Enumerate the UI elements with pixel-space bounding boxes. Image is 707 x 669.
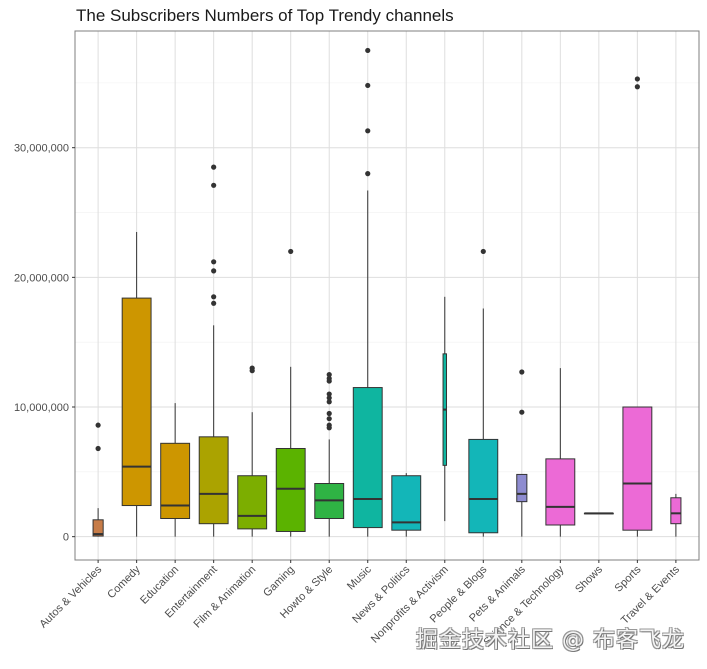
outlier-point — [634, 84, 640, 90]
outlier-point — [211, 268, 217, 274]
box-body — [275, 447, 306, 532]
x-tick-label: Sports — [613, 563, 644, 594]
box-science-technology — [545, 368, 576, 537]
outlier-point — [326, 371, 332, 378]
box-comedy — [121, 231, 152, 537]
box-people-blogs — [468, 248, 499, 537]
box-entertainment — [198, 164, 229, 537]
box-sports — [622, 76, 653, 537]
box-autos-vehicles — [92, 422, 104, 537]
box-body — [92, 519, 104, 537]
box-body — [391, 475, 422, 531]
watermark: 掘金技术社区 @ 布客飞龙 — [416, 628, 685, 653]
box-film-animation — [237, 365, 268, 537]
x-tick-label: Comedy — [105, 563, 143, 601]
outlier-point — [519, 409, 525, 415]
outlier-point — [326, 425, 332, 431]
x-tick-label: Gaming — [261, 564, 297, 600]
box-education — [160, 403, 191, 537]
x-tick-label: Autos & Vehicles — [37, 563, 104, 630]
y-tick-label: 10,000,000 — [14, 402, 69, 414]
box-body — [516, 473, 528, 503]
outlier-point — [365, 47, 371, 54]
outlier-point — [211, 259, 217, 265]
outlier-point — [211, 182, 217, 188]
box-body — [237, 475, 268, 530]
outlier-point — [365, 171, 371, 177]
outlier-point — [211, 300, 217, 306]
box-travel-events — [670, 493, 682, 537]
panel-border — [74, 30, 700, 561]
outlier-point — [365, 128, 371, 134]
outlier-point — [326, 410, 332, 417]
box-series — [92, 47, 682, 537]
box-body — [121, 297, 152, 507]
box-body — [352, 387, 383, 529]
outlier-point — [326, 395, 332, 401]
box-body — [670, 497, 682, 525]
box-body — [160, 442, 191, 520]
outlier-point — [326, 378, 332, 384]
box-shows — [583, 512, 614, 515]
box-body — [198, 436, 229, 525]
box-music — [352, 47, 383, 537]
y-axis: 0 10,000,000 20,000,000 30,000,000 — [14, 143, 75, 544]
y-tick-label: 30,000,000 — [14, 143, 69, 155]
box-body — [622, 406, 653, 531]
box-body — [545, 458, 576, 526]
y-tick-label: 0 — [63, 532, 69, 544]
x-tick-label: Shows — [573, 563, 605, 595]
outlier-point — [249, 368, 255, 374]
x-tick-label: Music — [345, 563, 374, 592]
y-tick-label: 20,000,000 — [14, 272, 69, 284]
outlier-point — [326, 399, 332, 405]
box-news-politics — [391, 473, 422, 537]
outlier-point — [480, 248, 486, 255]
outlier-point — [365, 82, 371, 89]
box-pets-animals — [516, 369, 528, 537]
box-gaming — [275, 248, 306, 537]
box-howto-style — [314, 371, 345, 537]
outlier-point — [211, 164, 217, 170]
box-nonprofits-activism — [442, 296, 448, 522]
outlier-point — [288, 248, 294, 255]
outlier-point — [634, 76, 640, 82]
outlier-point — [326, 416, 332, 422]
outlier-point — [326, 391, 332, 397]
outlier-point — [211, 294, 217, 300]
box-body — [468, 438, 499, 534]
outlier-point — [95, 422, 101, 428]
chart-title: The Subscribers Numbers of Top Trendy ch… — [76, 6, 454, 25]
outlier-point — [95, 445, 101, 452]
outlier-point — [519, 369, 525, 375]
